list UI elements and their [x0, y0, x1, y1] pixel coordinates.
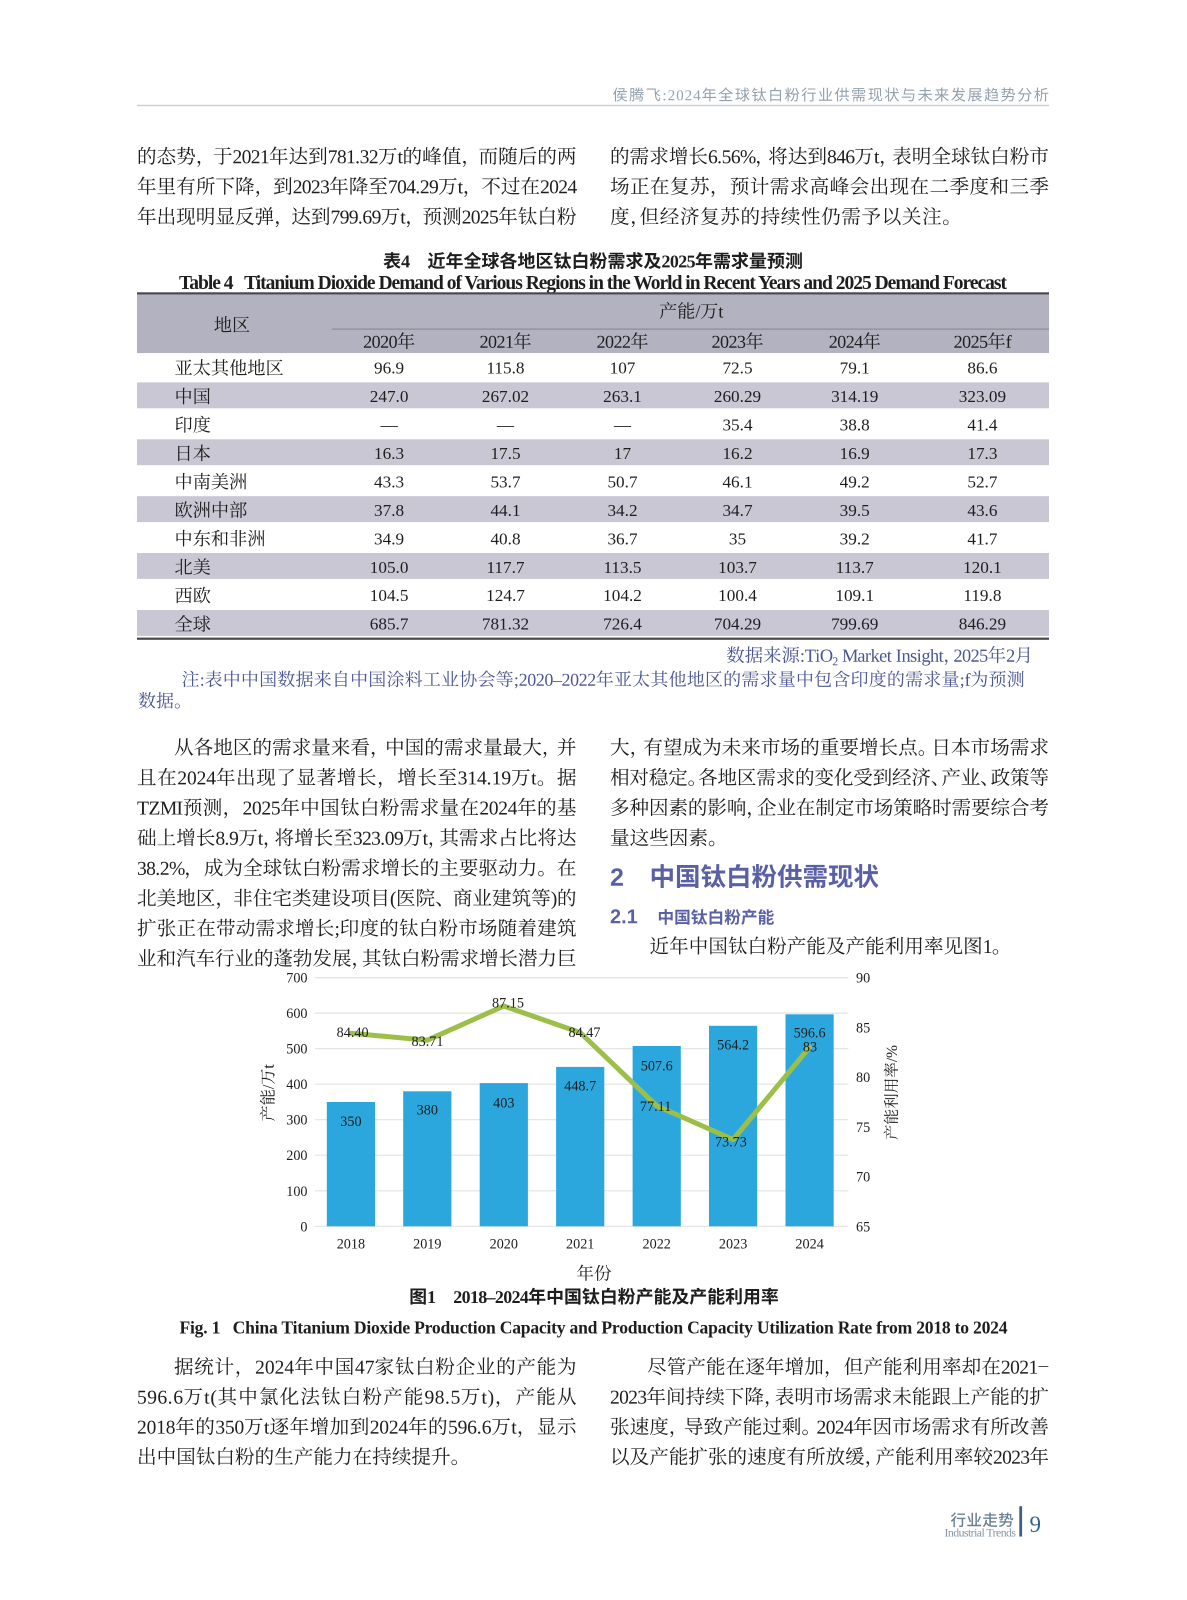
svg-text:16.9: 16.9 [840, 444, 870, 463]
svg-text:77.11: 77.11 [640, 1099, 671, 1115]
svg-text:87.15: 87.15 [492, 996, 524, 1012]
svg-text:79.1: 79.1 [840, 359, 870, 378]
svg-text:17: 17 [614, 444, 632, 463]
svg-text:100.4: 100.4 [718, 586, 757, 605]
svg-text:109.1: 109.1 [835, 586, 874, 605]
svg-text:17.3: 17.3 [967, 444, 997, 463]
svg-text:120.1: 120.1 [963, 558, 1002, 577]
svg-text:448.7: 448.7 [564, 1078, 596, 1094]
svg-text:0: 0 [300, 1219, 307, 1235]
svg-text:799.69: 799.69 [831, 615, 878, 634]
svg-text:115.8: 115.8 [486, 359, 524, 378]
svg-text:34.7: 34.7 [722, 501, 752, 520]
svg-text:84.47: 84.47 [569, 1025, 601, 1041]
svg-text:83: 83 [803, 1040, 817, 1056]
svg-text:37.8: 37.8 [374, 501, 404, 520]
svg-text:Fig. 1 China Titanium Dioxid: Fig. 1 China Titanium Dioxide Production… [180, 1317, 1008, 1337]
svg-text:72.5: 72.5 [722, 359, 752, 378]
svg-text:—: — [613, 416, 632, 435]
svg-text:41.7: 41.7 [967, 529, 997, 548]
svg-text:104.2: 104.2 [603, 586, 642, 605]
svg-text:100: 100 [286, 1184, 307, 1200]
svg-text:44.1: 44.1 [490, 501, 520, 520]
svg-text:43.6: 43.6 [967, 501, 997, 520]
svg-text:17.5: 17.5 [490, 444, 520, 463]
svg-text:35: 35 [729, 529, 746, 548]
svg-text:247.0: 247.0 [370, 387, 409, 406]
svg-text:781.32: 781.32 [482, 615, 529, 634]
svg-text:260.29: 260.29 [714, 387, 761, 406]
svg-text:314.19: 314.19 [831, 387, 878, 406]
svg-text:2020: 2020 [490, 1237, 518, 1253]
svg-text:2019: 2019 [413, 1237, 441, 1253]
svg-text:39.2: 39.2 [840, 529, 870, 548]
svg-text:600: 600 [286, 1006, 307, 1022]
svg-text:323.09: 323.09 [959, 387, 1006, 406]
svg-text:—: — [496, 416, 515, 435]
svg-text:16.3: 16.3 [374, 444, 404, 463]
svg-text:200: 200 [286, 1148, 307, 1164]
svg-text:380: 380 [417, 1103, 438, 1119]
svg-text:Industrial Trends: Industrial Trends [945, 1526, 1017, 1540]
svg-text:104.5: 104.5 [370, 586, 409, 605]
svg-text:704.29: 704.29 [714, 615, 761, 634]
svg-text:2021: 2021 [566, 1237, 594, 1253]
svg-text:34.2: 34.2 [607, 501, 637, 520]
svg-text:38.8: 38.8 [840, 416, 870, 435]
svg-text:41.4: 41.4 [967, 416, 997, 435]
svg-text:9: 9 [1030, 1512, 1042, 1537]
svg-text:—: — [380, 416, 399, 435]
svg-text:267.02: 267.02 [482, 387, 529, 406]
svg-text:300: 300 [286, 1113, 307, 1129]
svg-text:49.2: 49.2 [840, 472, 870, 491]
svg-text:2024: 2024 [795, 1237, 823, 1253]
svg-text:73.73: 73.73 [715, 1135, 747, 1151]
svg-text:117.7: 117.7 [486, 558, 524, 577]
svg-text:350: 350 [340, 1114, 361, 1130]
svg-text:50.7: 50.7 [607, 472, 637, 491]
svg-text:2023: 2023 [719, 1237, 747, 1253]
svg-text:34.9: 34.9 [374, 529, 404, 548]
svg-text:103.7: 103.7 [718, 558, 757, 577]
svg-text:685.7: 685.7 [370, 615, 409, 634]
svg-text:105.0: 105.0 [370, 558, 409, 577]
svg-text:2022: 2022 [643, 1237, 671, 1253]
svg-text:40.8: 40.8 [490, 529, 520, 548]
svg-text:107: 107 [610, 359, 636, 378]
svg-text:83.71: 83.71 [412, 1034, 444, 1050]
svg-text:700: 700 [286, 971, 307, 987]
svg-text:726.4: 726.4 [603, 615, 642, 634]
svg-text:113.5: 113.5 [603, 558, 641, 577]
svg-text:846.29: 846.29 [959, 615, 1006, 634]
svg-text:119.8: 119.8 [963, 586, 1001, 605]
svg-text:90: 90 [856, 971, 870, 987]
svg-text:65: 65 [856, 1219, 870, 1235]
svg-text:80: 80 [856, 1070, 870, 1086]
svg-text:507.6: 507.6 [641, 1059, 673, 1075]
svg-text:Table 4 Titanium Dioxide Dem: Table 4 Titanium Dioxide Demand of Vario… [179, 273, 1008, 294]
svg-text:263.1: 263.1 [603, 387, 642, 406]
svg-text:564.2: 564.2 [717, 1038, 749, 1054]
svg-text:2018: 2018 [337, 1237, 365, 1253]
svg-text:124.7: 124.7 [486, 586, 525, 605]
svg-text:400: 400 [286, 1077, 307, 1093]
svg-text:85: 85 [856, 1020, 870, 1036]
svg-text:16.2: 16.2 [722, 444, 752, 463]
svg-text:53.7: 53.7 [490, 472, 520, 491]
svg-text:35.4: 35.4 [722, 416, 752, 435]
svg-text:36.7: 36.7 [607, 529, 637, 548]
svg-text:43.3: 43.3 [374, 472, 404, 491]
svg-text:86.6: 86.6 [967, 359, 997, 378]
svg-text:70: 70 [856, 1170, 870, 1186]
svg-text:96.9: 96.9 [374, 359, 404, 378]
svg-text:84.40: 84.40 [337, 1025, 369, 1041]
svg-text:113.7: 113.7 [836, 558, 874, 577]
svg-text:46.1: 46.1 [722, 472, 752, 491]
svg-text:52.7: 52.7 [967, 472, 997, 491]
svg-text:39.5: 39.5 [840, 501, 870, 520]
svg-text:500: 500 [286, 1042, 307, 1058]
svg-text:75: 75 [856, 1120, 870, 1136]
svg-text:596.6: 596.6 [794, 1026, 826, 1042]
svg-text:403: 403 [493, 1096, 514, 1112]
